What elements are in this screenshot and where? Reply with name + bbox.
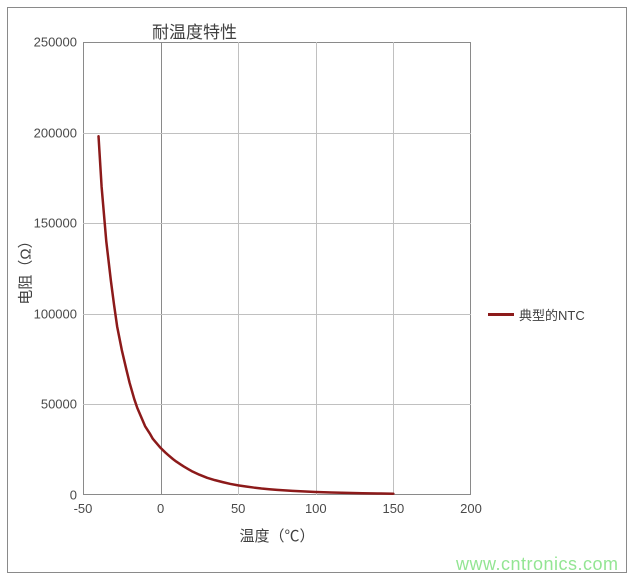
series-line bbox=[0, 0, 634, 580]
legend: 典型的NTC bbox=[488, 305, 585, 324]
legend-swatch bbox=[488, 313, 514, 316]
legend-label: 典型的NTC bbox=[519, 305, 585, 324]
watermark: www.cntronics.com bbox=[456, 554, 619, 575]
stage: 耐温度特性-5005010015020005000010000015000020… bbox=[0, 0, 634, 580]
